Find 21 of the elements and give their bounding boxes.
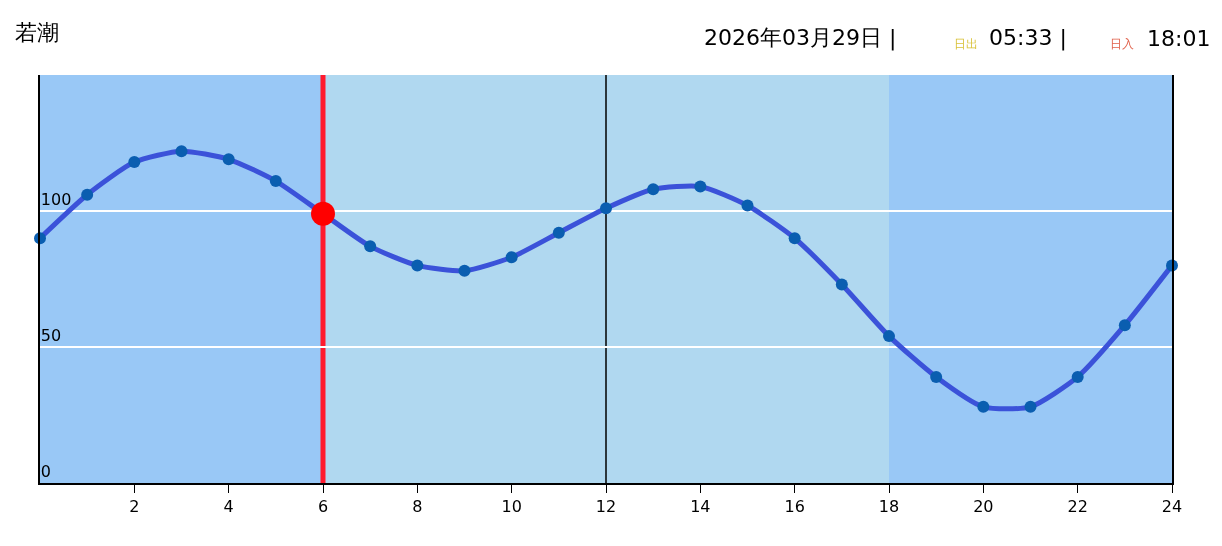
x-tick-label: 18 <box>878 497 900 517</box>
y-tick-label: 100 <box>40 190 72 210</box>
x-tick-label: 14 <box>690 497 711 517</box>
x-tick-label: 4 <box>223 497 234 517</box>
x-tick-label: 24 <box>1161 497 1183 517</box>
x-tick-label: 10 <box>501 497 522 517</box>
chart-title: 若潮 <box>14 20 59 46</box>
text: 2026年03月29日 | <box>704 25 897 51</box>
text: 日出 <box>954 37 978 51</box>
x-tick-label: 12 <box>595 497 617 517</box>
x-tick-label: 16 <box>784 497 805 517</box>
x-tick-label: 20 <box>973 497 994 517</box>
x-tick-label: 6 <box>317 497 329 517</box>
x-tick-label: 2 <box>129 497 140 517</box>
y-tick-label: 0 <box>40 462 51 482</box>
x-tick-label: 8 <box>412 497 423 517</box>
x-tick-label: 22 <box>1067 497 1088 517</box>
text: 05:33 | <box>989 25 1067 51</box>
text: 18:01 <box>1147 26 1211 51</box>
y-tick-label: 50 <box>40 326 62 346</box>
text: 日入 <box>1110 37 1134 51</box>
